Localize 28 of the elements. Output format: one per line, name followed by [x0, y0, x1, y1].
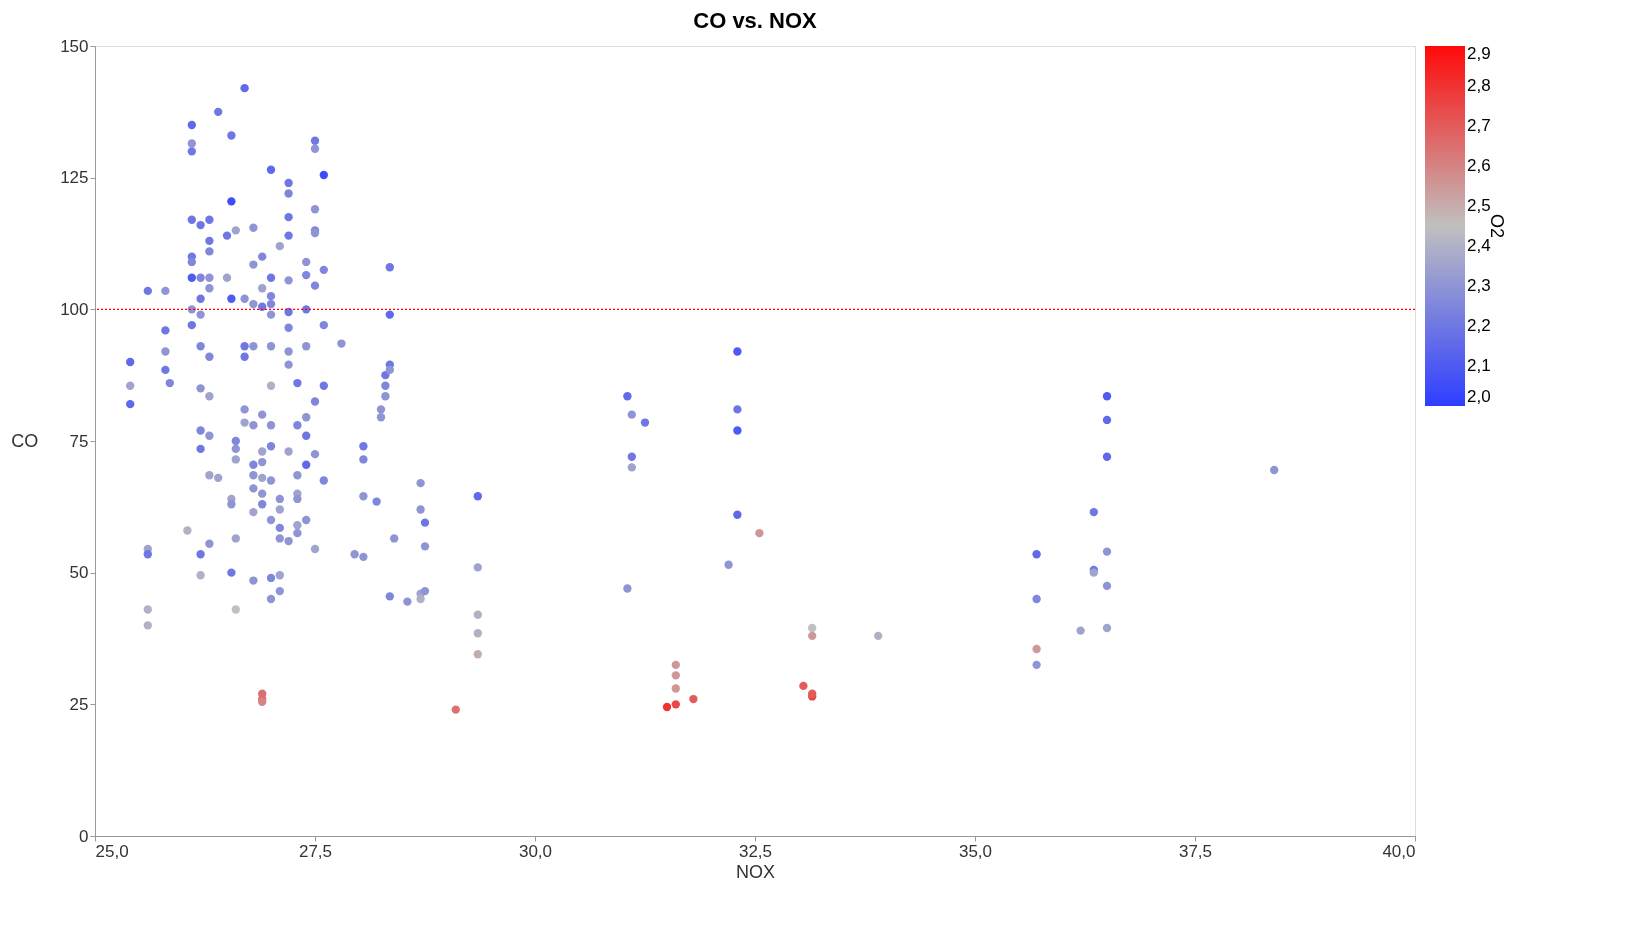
color-bar-label: 2,8: [1467, 76, 1491, 95]
color-bar-title: O2: [1487, 213, 1507, 239]
x-axis-title: NOX: [735, 861, 776, 882]
y-tick-label: 100: [60, 299, 89, 319]
color-bar-label: 2,3: [1467, 276, 1491, 295]
x-tick-label: 35,0: [958, 841, 993, 861]
x-tick-label: 27,5: [298, 841, 333, 861]
color-bar-label: 2,5: [1467, 196, 1491, 215]
y-tick-label: 75: [69, 431, 89, 451]
y-axis-title: CO: [11, 430, 39, 451]
color-bar-label: 2,0: [1467, 387, 1491, 406]
y-tick-label: 125: [60, 168, 89, 188]
x-tick-label: 32,5: [738, 841, 773, 861]
color-bar-label: 2,1: [1467, 356, 1491, 375]
color-bar-label: 2,2: [1467, 316, 1491, 335]
color-bar-label: 2,4: [1467, 236, 1491, 255]
x-tick-label: 30,0: [518, 841, 553, 861]
x-tick-label: 37,5: [1178, 841, 1213, 861]
x-tick-label: 25,0: [95, 841, 129, 861]
color-bar-label: 2,7: [1467, 116, 1491, 135]
y-tick-label: 50: [69, 563, 89, 583]
color-bar-label: 2,6: [1467, 156, 1491, 175]
y-tick-label: 0: [79, 826, 89, 846]
y-tick-label: 25: [69, 694, 89, 714]
y-tick-label: 150: [60, 36, 89, 56]
chart-title: CO vs. NOX: [693, 8, 818, 33]
color-bar-label: 2,9: [1467, 44, 1491, 63]
x-tick-label: 40,0: [1382, 841, 1416, 861]
